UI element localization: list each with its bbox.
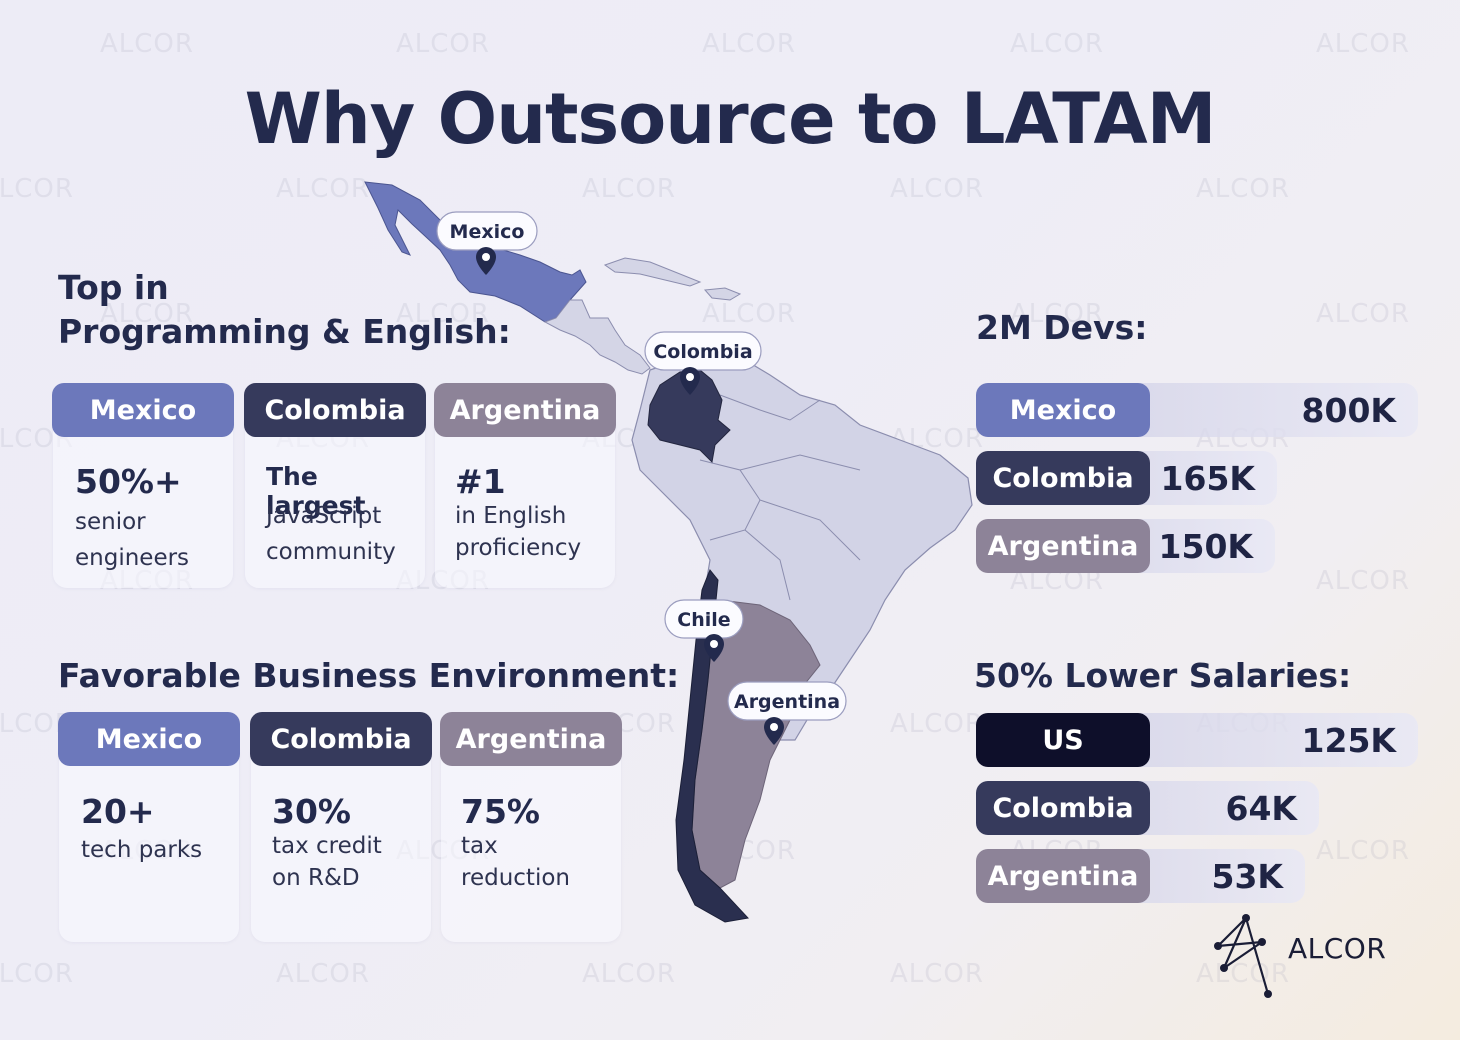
watermark-text: ALCOR (1316, 299, 1410, 329)
biz-pill-colombia: Colombia (250, 712, 432, 766)
map-colombia (647, 369, 731, 464)
map-pin-colombia: Colombia (644, 331, 762, 395)
map-pin-mexico: Mexico (436, 211, 538, 275)
devs-bar-value: 150K (1158, 527, 1253, 566)
watermark-text: ALCOR (276, 959, 370, 989)
watermark-text: ALCOR (1316, 566, 1410, 596)
devs-bar-label: Colombia (976, 451, 1150, 505)
top-colombia-text: JavaScript community (266, 503, 396, 565)
map-pin-chile: Chile (664, 599, 744, 662)
top-argentina-text: in English proficiency (455, 503, 582, 561)
salary-bar-label: Argentina (976, 849, 1150, 903)
watermark-text: ALCOR (1010, 29, 1104, 59)
biz-pill-mexico: Mexico (58, 712, 240, 766)
alcor-logo-icon (1214, 914, 1272, 998)
watermark-text: ALCOR (582, 959, 676, 989)
devs-bar-value: 800K (1301, 391, 1396, 430)
top-pill-argentina: Argentina (434, 383, 616, 437)
watermark-text: ALCOR (1196, 174, 1290, 204)
map-label-argentina: Argentina (734, 691, 840, 713)
salary-bar-label: US (976, 713, 1150, 767)
business-section-heading: Favorable Business Environment: (58, 656, 680, 695)
watermark-text: ALCOR (0, 959, 74, 989)
watermark-text: ALCOR (396, 29, 490, 59)
salary-section-heading: 50% Lower Salaries: (974, 656, 1352, 695)
biz-colombia-text: tax credit on R&D (272, 833, 382, 891)
salary-bar-value: 64K (1225, 789, 1298, 828)
salary-bar-value: 53K (1211, 857, 1284, 896)
devs-bar-label: Mexico (976, 383, 1150, 437)
watermark-text: ALCOR (0, 174, 74, 204)
biz-colombia-stat: 30% (272, 792, 351, 831)
top-section-heading: Top in Programming & English: (58, 266, 511, 354)
top-heading-line2: Programming & English: (58, 312, 511, 351)
devs-section-heading: 2M Devs: (976, 308, 1148, 347)
top-mexico-text: senior engineers (75, 509, 190, 571)
map-central-america (543, 299, 651, 375)
salary-bar-value: 125K (1301, 721, 1396, 760)
watermark-text: ALCOR (1316, 29, 1410, 59)
devs-bar-value: 165K (1160, 459, 1255, 498)
salary-bar-label: Colombia (976, 781, 1150, 835)
page-title: Why Outsource to LATAM (244, 78, 1217, 160)
map-cuba (603, 257, 702, 287)
top-colombia-stat: The largest (266, 462, 366, 520)
devs-bar-label: Argentina (976, 519, 1150, 573)
top-pill-mexico: Mexico (52, 383, 234, 437)
map-label-chile: Chile (677, 609, 730, 631)
watermark-text: ALCOR (100, 29, 194, 59)
top-pill-colombia: Colombia (244, 383, 426, 437)
top-card-mexico: 50%+ senior engineers (53, 410, 233, 588)
biz-card-colombia: 30% tax credit on R&D (251, 740, 431, 942)
watermark-text: ALCOR (1316, 836, 1410, 866)
watermark-text: ALCOR (890, 959, 984, 989)
map-chile (675, 569, 749, 923)
map-label-colombia: Colombia (653, 341, 752, 363)
biz-mexico-stat: 20+ (81, 792, 155, 831)
biz-card-mexico: 20+ tech parks (59, 740, 239, 942)
biz-card-argentina: 75% tax reduction (441, 740, 621, 942)
biz-argentina-text: tax reduction (461, 833, 570, 891)
top-mexico-stat: 50%+ (75, 462, 182, 501)
top-heading-line1: Top in (58, 268, 169, 307)
top-card-colombia: The largest JavaScript community (245, 410, 425, 588)
alcor-logo-text: ALCOR (1288, 932, 1387, 965)
biz-mexico-text: tech parks (81, 837, 203, 863)
map-label-mexico: Mexico (450, 221, 525, 243)
biz-argentina-stat: 75% (461, 792, 540, 831)
latam-map: Mexico Colombia Chile Argentina (364, 181, 973, 923)
watermark-text: ALCOR (702, 29, 796, 59)
map-hispaniola (703, 287, 742, 301)
map-pin-argentina: Argentina (727, 681, 847, 745)
biz-pill-argentina: Argentina (440, 712, 622, 766)
top-card-argentina: #1 in English proficiency (435, 410, 615, 588)
top-argentina-stat: #1 (455, 462, 506, 501)
